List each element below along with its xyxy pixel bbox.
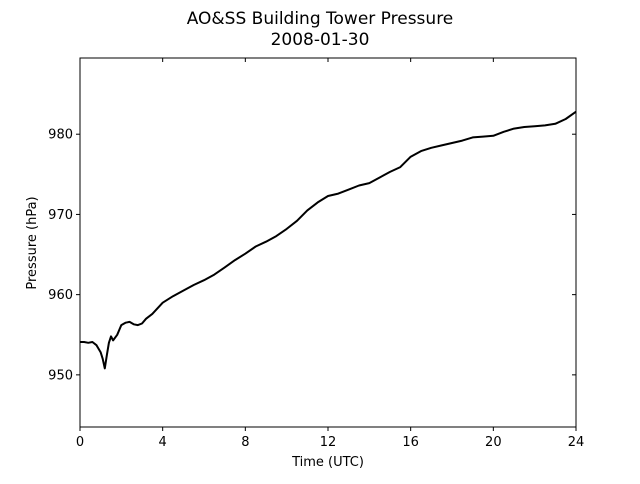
y-axis-label: Pressure (hPa): [25, 196, 40, 289]
x-tick-label: 0: [76, 435, 84, 450]
y-tick-label: 950: [48, 368, 73, 383]
chart-subtitle: 2008-01-30: [271, 30, 370, 50]
x-tick-label: 16: [402, 435, 419, 450]
x-axis-label: Time (UTC): [291, 455, 364, 470]
y-axis-ticks: 950 960 970 980: [48, 128, 576, 383]
x-tick-label: 24: [568, 435, 585, 450]
y-tick-label: 970: [48, 208, 73, 223]
x-tick-label: 8: [241, 435, 249, 450]
y-tick-label: 980: [48, 128, 73, 143]
y-tick-label: 960: [48, 288, 73, 303]
plot-area: [79, 57, 577, 428]
pressure-series-line: [80, 110, 577, 370]
x-tick-label: 12: [320, 435, 337, 450]
x-axis-ticks: 0 4 8 12 16 20 24: [76, 58, 584, 450]
x-tick-label: 4: [159, 435, 167, 450]
plot-frame: [79, 57, 577, 428]
chart-title: AO&SS Building Tower Pressure: [187, 9, 454, 29]
x-tick-label: 20: [485, 435, 502, 450]
